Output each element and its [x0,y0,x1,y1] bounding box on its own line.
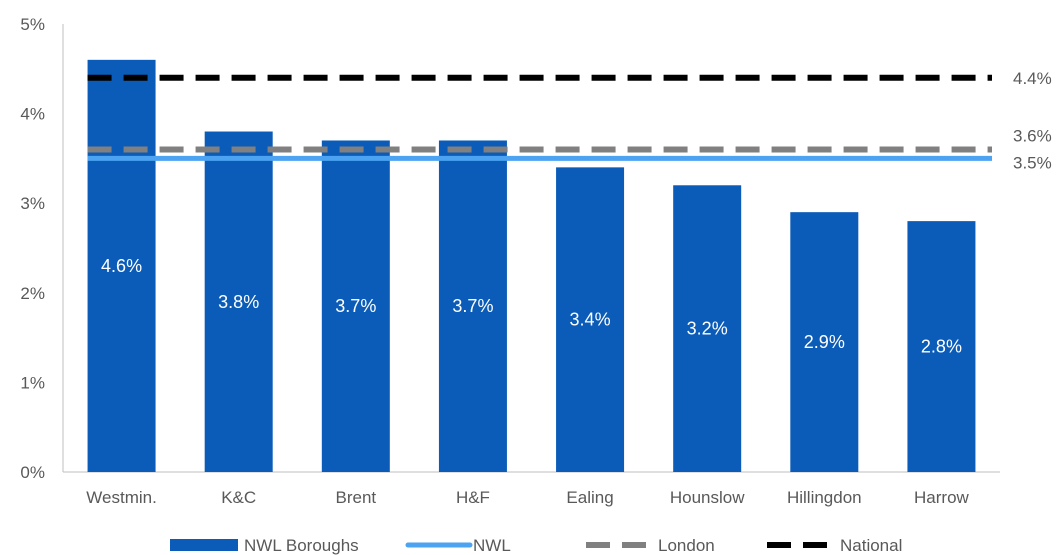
reference-lines: 3.5% 3.6% 4.4% [87,69,1052,172]
y-tick-label: 1% [20,373,45,392]
bar [438,140,507,473]
data-label: 2.9% [804,332,845,352]
x-tick-label: Ealing [566,488,613,507]
legend-label-nwl-boroughs: NWL Boroughs [244,536,359,555]
x-tick-label: Harrow [914,488,970,507]
y-tick-label: 0% [20,463,45,482]
x-tick-label: Brent [335,488,376,507]
legend-label-national: National [840,536,902,555]
reference-label-london: 3.6% [1013,126,1052,145]
y-tick-label: 3% [20,194,45,213]
axes: 0% 1% 2% 3% 4% 5% Westmin. K&C Brent H&F Ealing Hou… [20,15,1000,507]
x-tick-label: Westmin. [86,488,157,507]
y-tick-label: 4% [20,105,45,124]
bar [907,221,976,472]
data-label: 3.7% [452,296,493,316]
x-tick-label: K&C [221,488,256,507]
x-tick-label: H&F [456,488,490,507]
y-tick-label: 5% [20,15,45,34]
legend-label-nwl: NWL [473,536,511,555]
data-label: 3.2% [687,319,728,339]
bar [321,140,390,473]
bar [673,185,742,472]
x-tick-label: Hillingdon [787,488,862,507]
data-label: 2.8% [921,337,962,357]
data-label: 3.4% [570,310,611,330]
data-label: 3.8% [218,292,259,312]
x-tick-label: Hounslow [670,488,745,507]
reference-label-national: 4.4% [1013,69,1052,88]
bar [556,167,625,473]
data-label: 4.6% [101,256,142,276]
bar [204,131,273,472]
legend-swatch-nwl-boroughs [170,539,238,551]
bar [790,212,859,472]
reference-label-nwl: 3.5% [1013,153,1052,172]
bars: 4.6% 3.8% 3.7% 3.7% 3.4% 3.2% 2.9% 2.8% [87,59,976,473]
legend-label-london: London [658,536,715,555]
data-label: 3.7% [335,296,376,316]
bar [87,59,156,473]
legend: NWL Boroughs NWL London National [170,536,902,555]
y-tick-label: 2% [20,284,45,303]
